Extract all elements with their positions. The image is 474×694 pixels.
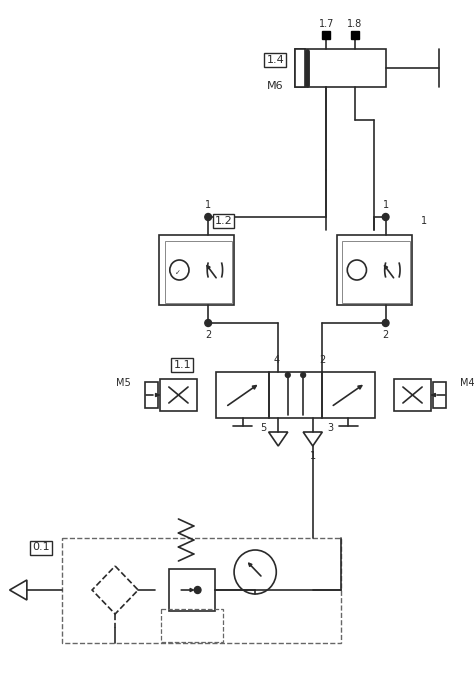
Bar <box>269 372 322 418</box>
Text: 1.1: 1.1 <box>173 360 191 370</box>
Bar <box>394 379 431 411</box>
Circle shape <box>205 214 211 221</box>
Bar <box>351 31 359 39</box>
Circle shape <box>383 214 389 221</box>
Circle shape <box>194 586 201 593</box>
Circle shape <box>285 373 290 378</box>
Bar <box>337 235 411 305</box>
Text: 2: 2 <box>383 330 389 340</box>
Bar <box>159 235 234 305</box>
Bar <box>160 379 197 411</box>
Circle shape <box>383 319 389 326</box>
Bar <box>295 49 305 87</box>
Text: 2: 2 <box>319 355 326 365</box>
Text: M5: M5 <box>116 378 130 388</box>
Bar <box>145 382 158 407</box>
Text: M4: M4 <box>460 378 474 388</box>
Text: 1: 1 <box>383 200 389 210</box>
Bar <box>322 372 374 418</box>
Text: 1.4: 1.4 <box>266 55 284 65</box>
Bar <box>63 537 340 643</box>
Text: 1: 1 <box>421 216 427 226</box>
Bar <box>169 569 215 611</box>
Text: 5: 5 <box>260 423 266 433</box>
Text: 0.1: 0.1 <box>32 543 50 552</box>
Text: M6: M6 <box>267 81 283 91</box>
Text: 1.7: 1.7 <box>319 19 334 29</box>
Text: 2: 2 <box>205 330 211 340</box>
Text: ✓: ✓ <box>174 270 181 276</box>
Text: 1: 1 <box>310 451 316 461</box>
Circle shape <box>205 319 211 326</box>
Bar <box>161 609 223 642</box>
Bar <box>295 49 386 87</box>
Text: 1: 1 <box>205 200 211 210</box>
Bar <box>322 31 330 39</box>
Text: 1.2: 1.2 <box>215 216 232 226</box>
Bar <box>216 372 269 418</box>
Bar <box>165 241 232 303</box>
Text: 1.8: 1.8 <box>347 19 363 29</box>
Text: 3: 3 <box>327 423 333 433</box>
Bar <box>343 241 410 303</box>
Text: 4: 4 <box>273 355 279 365</box>
Circle shape <box>301 373 306 378</box>
Bar <box>433 382 446 407</box>
